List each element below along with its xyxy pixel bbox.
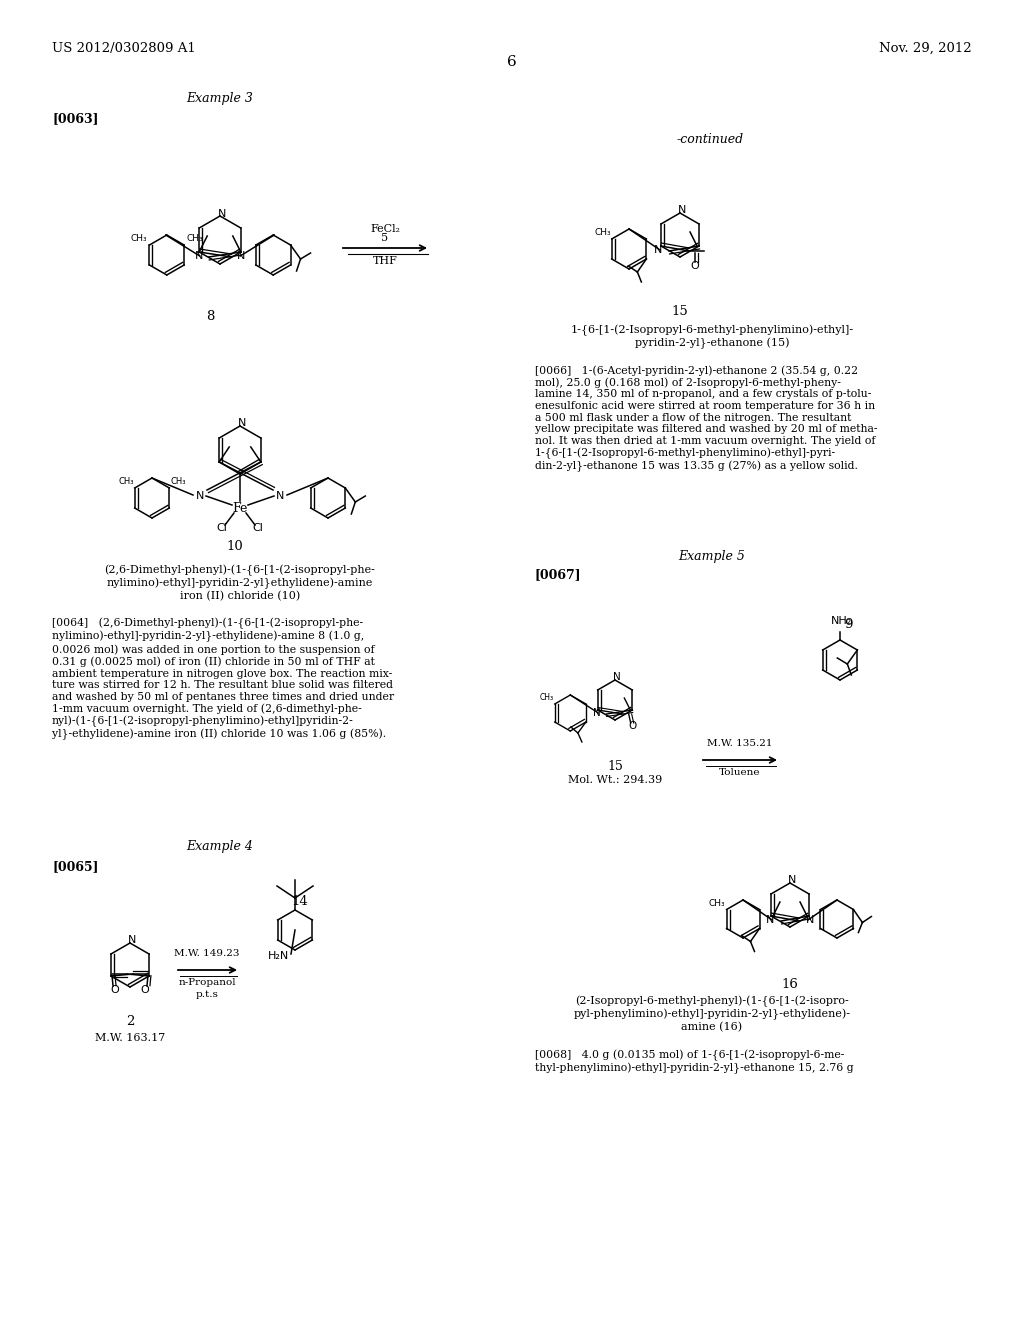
Text: Cl: Cl xyxy=(216,523,227,533)
Text: [0068]   4.0 g (0.0135 mol) of 1-{6-[1-(2-isopropyl-6-me-
thyl-phenylimino)-ethy: [0068] 4.0 g (0.0135 mol) of 1-{6-[1-(2-… xyxy=(535,1049,854,1074)
Text: CH₃: CH₃ xyxy=(131,234,147,243)
Text: Example 4: Example 4 xyxy=(186,840,253,853)
Text: 16: 16 xyxy=(781,978,799,991)
Text: 1-{6-[1-(2-Isopropyl-6-methyl-phenylimino)-ethyl]-
pyridin-2-yl}-ethanone (15): 1-{6-[1-(2-Isopropyl-6-methyl-phenylimin… xyxy=(570,325,854,350)
Text: M.W. 149.23: M.W. 149.23 xyxy=(174,949,240,958)
Text: CH₃: CH₃ xyxy=(540,693,554,702)
Text: CH₃: CH₃ xyxy=(170,477,185,486)
Text: O: O xyxy=(140,985,150,995)
Text: CH₃: CH₃ xyxy=(594,228,610,238)
Text: N: N xyxy=(218,209,226,219)
Text: FeCl₂: FeCl₂ xyxy=(370,224,400,234)
Text: N: N xyxy=(593,708,600,718)
Text: N: N xyxy=(275,491,285,502)
Text: Example 5: Example 5 xyxy=(679,550,745,564)
Text: N: N xyxy=(787,875,797,884)
Text: H₂N: H₂N xyxy=(267,950,289,961)
Text: O: O xyxy=(629,721,637,731)
Text: US 2012/0302809 A1: US 2012/0302809 A1 xyxy=(52,42,196,55)
Text: [0065]: [0065] xyxy=(52,861,98,873)
Text: 14: 14 xyxy=(292,895,308,908)
Text: N: N xyxy=(196,491,204,502)
Text: 15: 15 xyxy=(607,760,623,774)
Text: [0064]   (2,6-Dimethyl-phenyl)-(1-{6-[1-(2-isopropyl-phe-
nylimino)-ethyl]-pyrid: [0064] (2,6-Dimethyl-phenyl)-(1-{6-[1-(2… xyxy=(52,618,394,741)
Text: 5: 5 xyxy=(381,234,388,243)
Text: NH₂: NH₂ xyxy=(831,616,853,626)
Text: Fe: Fe xyxy=(232,502,248,515)
Text: 2: 2 xyxy=(126,1015,134,1028)
Text: [0067]: [0067] xyxy=(535,568,582,581)
Text: N: N xyxy=(128,935,136,945)
Text: N: N xyxy=(678,205,686,215)
Text: N: N xyxy=(238,251,246,261)
Text: CH₃: CH₃ xyxy=(709,899,726,908)
Text: N: N xyxy=(238,418,246,428)
Text: N: N xyxy=(766,915,774,925)
Text: M.W. 135.21: M.W. 135.21 xyxy=(708,739,773,748)
Text: N: N xyxy=(195,251,203,261)
Text: Example 3: Example 3 xyxy=(186,92,253,106)
Text: 15: 15 xyxy=(672,305,688,318)
Text: N: N xyxy=(653,246,663,255)
Text: N: N xyxy=(806,915,814,925)
Text: 10: 10 xyxy=(226,540,244,553)
Text: 9: 9 xyxy=(844,618,852,631)
Text: Mol. Wt.: 294.39: Mol. Wt.: 294.39 xyxy=(568,775,663,785)
Text: O: O xyxy=(690,261,699,271)
Text: 6: 6 xyxy=(507,55,517,69)
Text: 8: 8 xyxy=(206,310,214,323)
Text: M.W. 163.17: M.W. 163.17 xyxy=(95,1034,165,1043)
Text: N: N xyxy=(613,672,621,682)
Text: CH₃: CH₃ xyxy=(118,477,134,486)
Text: n-Propanol: n-Propanol xyxy=(178,978,236,987)
Text: Cl: Cl xyxy=(253,523,263,533)
Text: O: O xyxy=(111,985,120,995)
Text: THF: THF xyxy=(373,256,397,267)
Text: [0066]   1-(6-Acetyl-pyridin-2-yl)-ethanone 2 (35.54 g, 0.22
mol), 25.0 g (0.168: [0066] 1-(6-Acetyl-pyridin-2-yl)-ethanon… xyxy=(535,366,878,473)
Text: Toluene: Toluene xyxy=(719,768,761,777)
Text: Nov. 29, 2012: Nov. 29, 2012 xyxy=(880,42,972,55)
Text: (2,6-Dimethyl-phenyl)-(1-{6-[1-(2-isopropyl-phe-
nylimino)-ethyl]-pyridin-2-yl}e: (2,6-Dimethyl-phenyl)-(1-{6-[1-(2-isopro… xyxy=(104,565,376,602)
Text: [0063]: [0063] xyxy=(52,112,98,125)
Text: -continued: -continued xyxy=(677,133,743,147)
Text: (2-Isopropyl-6-methyl-phenyl)-(1-{6-[1-(2-isopro-
pyl-phenylimino)-ethyl]-pyridi: (2-Isopropyl-6-methyl-phenyl)-(1-{6-[1-(… xyxy=(573,997,851,1032)
Text: p.t.s: p.t.s xyxy=(196,990,218,999)
Text: CH₃: CH₃ xyxy=(186,234,203,243)
